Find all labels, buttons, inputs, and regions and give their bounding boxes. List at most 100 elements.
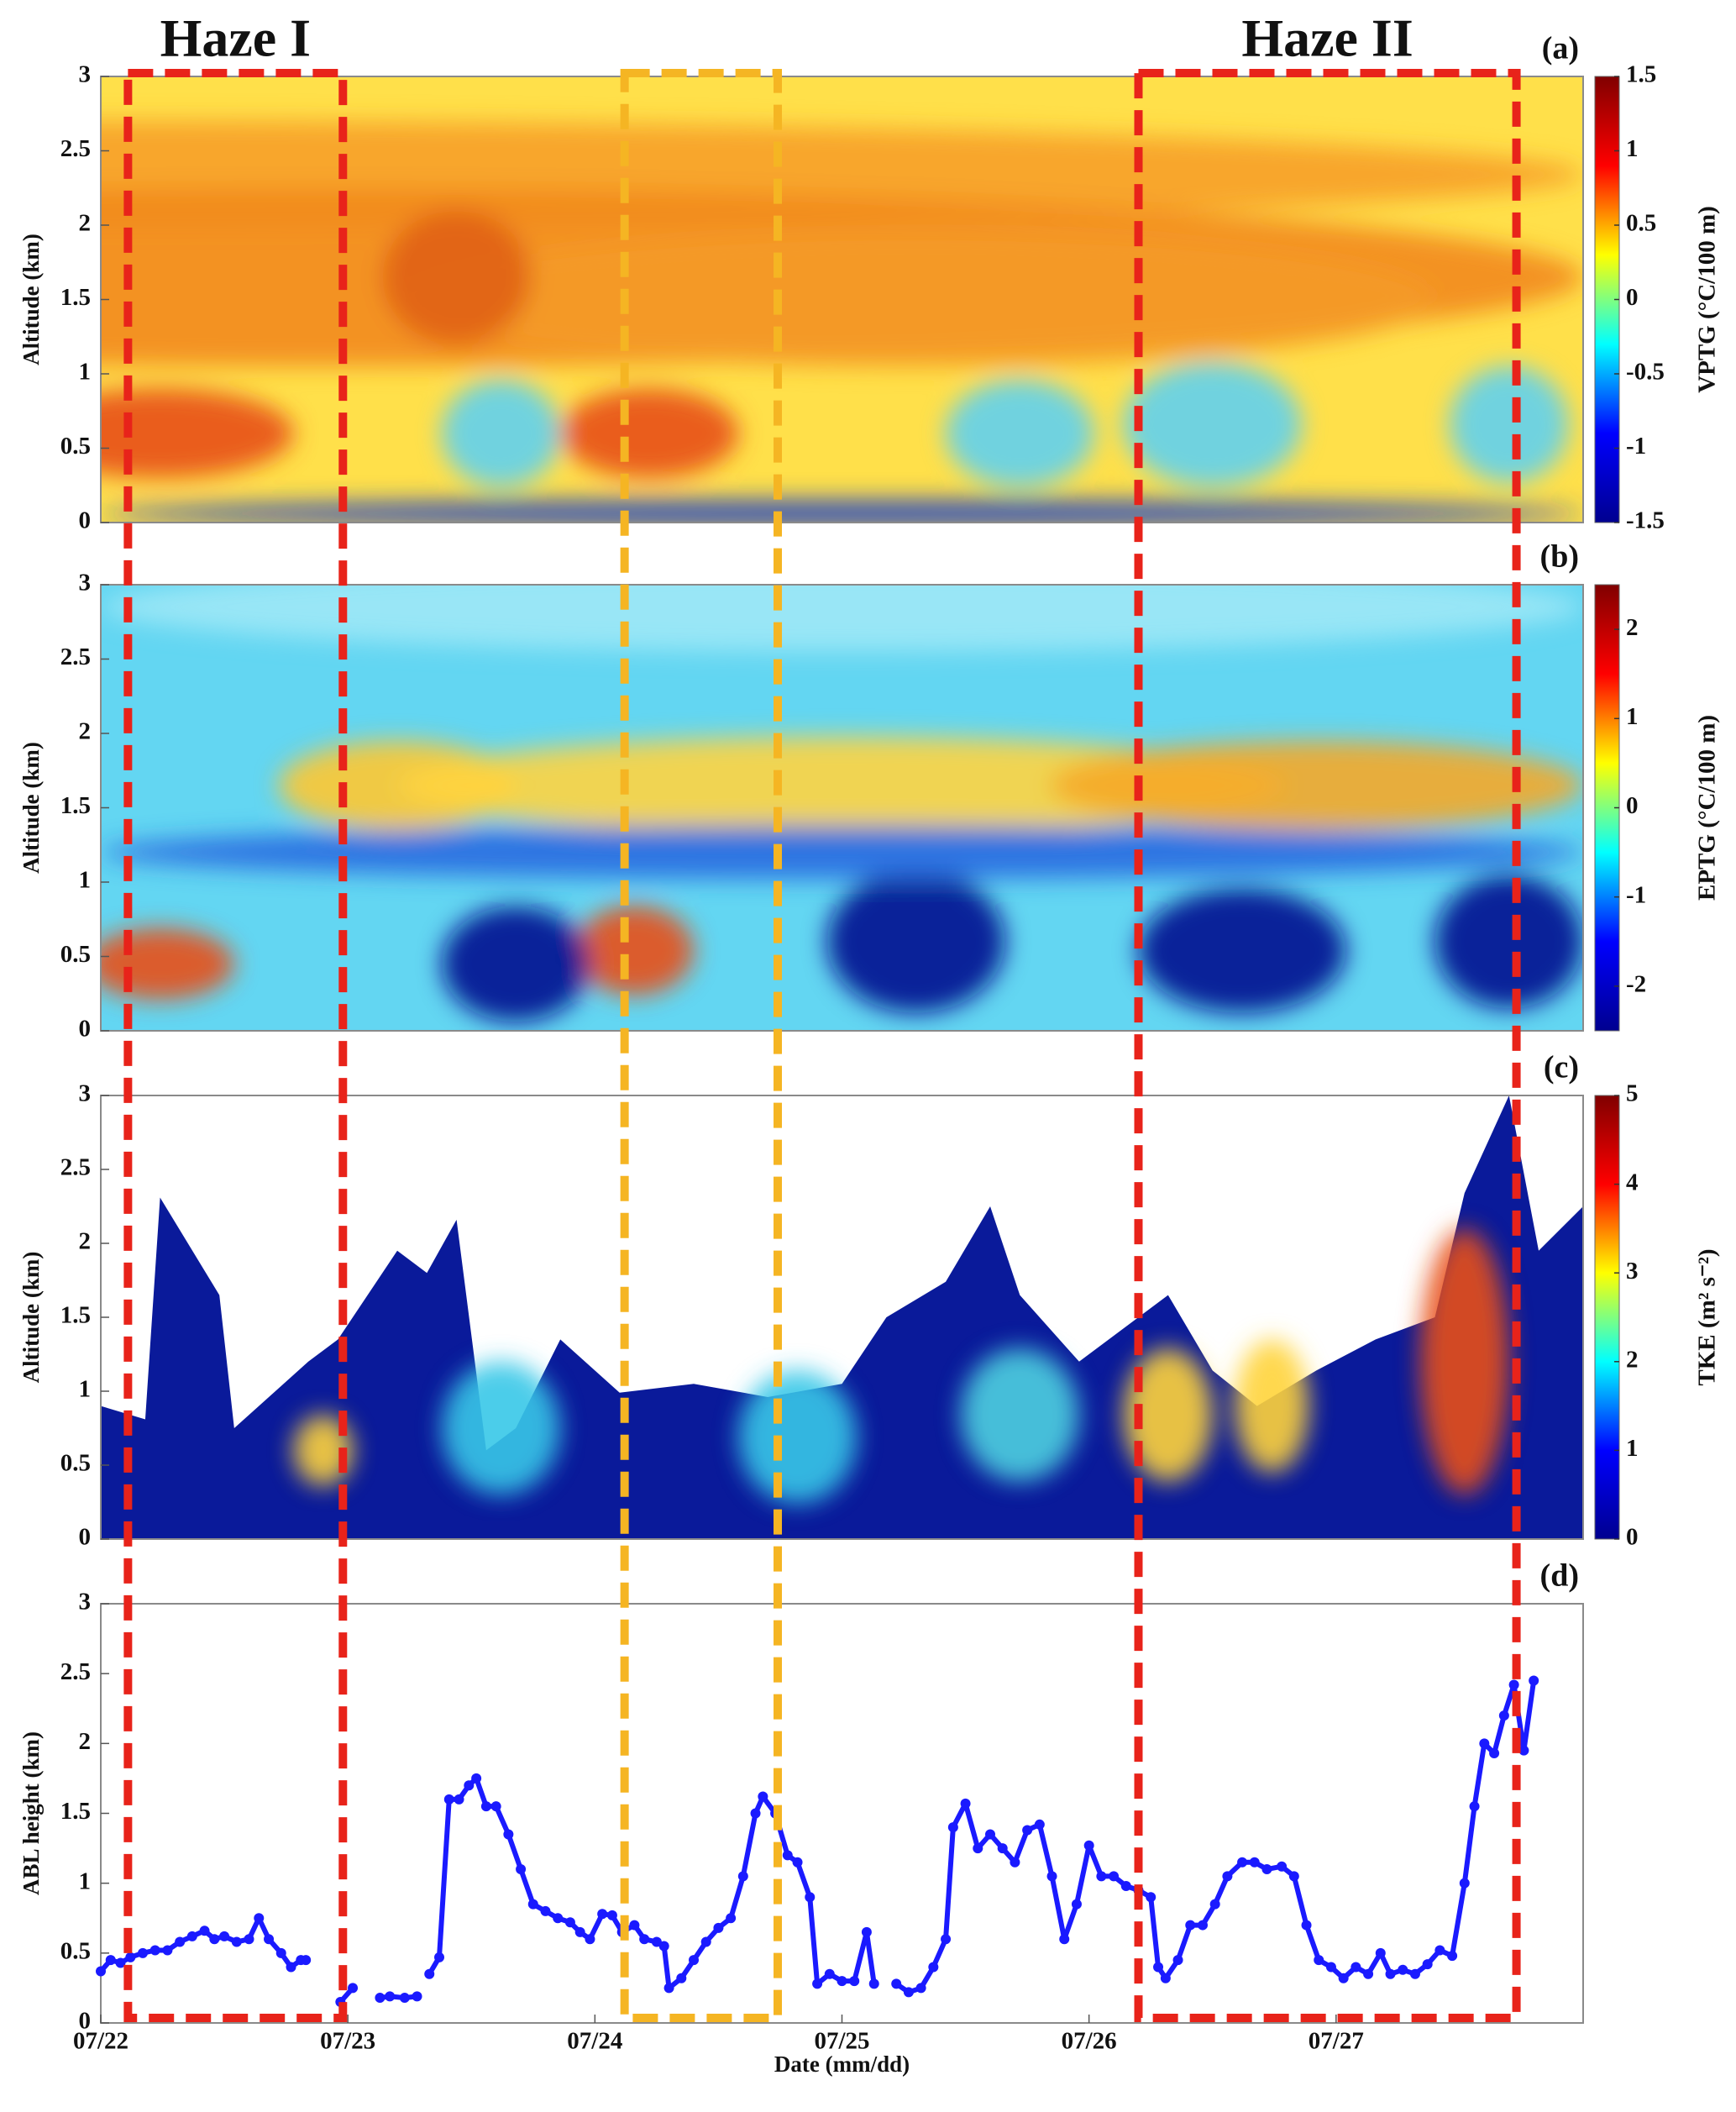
- point: [1185, 1920, 1196, 1931]
- point: [903, 1987, 914, 1998]
- point: [348, 1983, 359, 1994]
- point: [758, 1791, 768, 1802]
- period-box: [1134, 69, 1521, 2022]
- point: [1489, 1747, 1500, 1758]
- point: [792, 1857, 803, 1868]
- y-tick-label: 0: [79, 507, 92, 534]
- x-tick-label: 07/26: [1062, 2028, 1117, 2055]
- point: [244, 1934, 254, 1945]
- period-label: Haze I: [160, 8, 312, 68]
- period-label: Haze II: [1241, 8, 1413, 68]
- point: [750, 1808, 761, 1819]
- y-tick-label: 1: [79, 359, 92, 386]
- point: [1314, 1955, 1324, 1966]
- point: [689, 1955, 699, 1966]
- point: [1434, 1945, 1445, 1956]
- point: [782, 1850, 793, 1861]
- point: [199, 1925, 210, 1936]
- point: [849, 1976, 860, 1987]
- point: [629, 1920, 640, 1931]
- colorbar-tick-label: 1: [1626, 703, 1639, 730]
- point: [585, 1934, 595, 1945]
- point: [1237, 1857, 1248, 1868]
- point: [454, 1794, 464, 1805]
- point: [1518, 1745, 1529, 1756]
- y-tick-label: 3: [79, 570, 92, 596]
- point: [1447, 1951, 1458, 1962]
- colorbar-tick-label: -1: [1626, 433, 1646, 460]
- point: [1469, 1801, 1480, 1812]
- point: [1409, 1968, 1420, 1979]
- point: [1498, 1710, 1509, 1721]
- y-axis-label: Altitude (km): [18, 742, 44, 874]
- point: [1209, 1899, 1220, 1910]
- heatmap-cell: [560, 388, 738, 478]
- x-tick-label: 07/25: [814, 2028, 869, 2055]
- y-tick-label: 1.5: [60, 1302, 91, 1329]
- heatmap-cell: [397, 232, 1435, 367]
- point: [412, 1991, 422, 2002]
- colorbar-tick-label: 1: [1626, 135, 1639, 162]
- y-tick-label: 0.5: [60, 941, 91, 968]
- point: [264, 1934, 275, 1945]
- y-tick-label: 1.5: [60, 284, 91, 311]
- point: [125, 1952, 136, 1962]
- point: [503, 1829, 514, 1840]
- colorbar-tick-label: 0: [1626, 792, 1639, 819]
- point: [540, 1905, 551, 1916]
- point: [301, 1955, 312, 1966]
- x-tick-label: 07/22: [73, 2028, 128, 2055]
- point: [1479, 1738, 1490, 1749]
- heatmap: [101, 76, 1583, 523]
- point: [138, 1947, 149, 1958]
- point: [275, 1947, 286, 1958]
- heatmap-cell: [1235, 1339, 1309, 1473]
- point: [1071, 1899, 1082, 1910]
- point: [1172, 1955, 1183, 1966]
- x-tick-label: 07/23: [320, 2028, 375, 2055]
- heatmap-cell: [441, 906, 590, 1022]
- colorbar-tick-label: 1: [1626, 1435, 1639, 1462]
- x-tick-label: 07/27: [1309, 2028, 1364, 2055]
- point: [997, 1843, 1008, 1854]
- heatmap-cell: [382, 210, 531, 344]
- point: [1277, 1861, 1288, 1872]
- panel-label: (c): [1544, 1050, 1579, 1085]
- panel-label: (a): [1542, 31, 1579, 66]
- colorbar-tick-label: -1.5: [1626, 507, 1665, 534]
- point: [868, 1978, 879, 1989]
- point: [286, 1962, 296, 1973]
- heatmap-cell: [293, 1415, 354, 1486]
- point: [700, 1936, 711, 1947]
- point: [209, 1934, 220, 1945]
- heatmap-fill: [101, 121, 1583, 523]
- heatmap-fill: [293, 1228, 1509, 1504]
- point: [651, 1936, 662, 1947]
- point: [805, 1892, 816, 1903]
- heatmap-cell: [1123, 1348, 1213, 1482]
- point: [1022, 1825, 1033, 1836]
- period-box: [123, 69, 348, 2022]
- point: [464, 1780, 475, 1791]
- point: [891, 1978, 902, 1989]
- point: [726, 1913, 737, 1924]
- point: [1398, 1964, 1408, 1975]
- point: [915, 1983, 926, 1994]
- heatmap-cell: [397, 736, 1287, 835]
- y-tick-label: 1.5: [60, 792, 91, 819]
- point: [254, 1913, 265, 1924]
- point: [824, 1968, 835, 1979]
- heatmap-cell: [441, 1361, 561, 1495]
- point: [553, 1913, 564, 1924]
- heatmap-cell: [574, 906, 695, 996]
- y-tick-label: 2.5: [60, 135, 91, 162]
- point: [837, 1976, 847, 1987]
- y-tick-label: 3: [79, 1589, 92, 1616]
- point: [658, 1941, 669, 1952]
- heatmap-cell: [1419, 1228, 1509, 1495]
- heatmap-cell: [101, 585, 1583, 652]
- point: [186, 1931, 197, 1941]
- heatmap-cell: [826, 869, 1005, 1013]
- y-tick-label: 2.5: [60, 1154, 91, 1181]
